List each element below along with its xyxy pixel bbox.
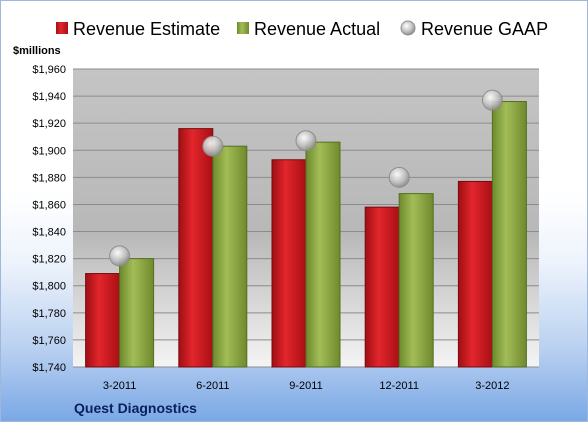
company-name: Quest Diagnostics — [74, 400, 197, 416]
legend-label-estimate: Revenue Estimate — [73, 19, 220, 39]
x-tick-label: 3-2012 — [475, 380, 509, 392]
y-tick-label: $1,800 — [32, 281, 66, 293]
y-tick-label: $1,860 — [32, 199, 66, 211]
bar-revenue-estimate — [85, 273, 121, 368]
y-axis-unit-label: $millions — [13, 45, 61, 57]
bars — [85, 101, 527, 368]
x-axis-ticks: 3-2011 6-2011 9-2011 12-2011 3-2012 — [103, 380, 510, 392]
marker-revenue-gaap — [109, 245, 131, 267]
bar-revenue-actual — [491, 101, 527, 368]
y-tick-label: $1,900 — [32, 145, 66, 157]
bar-revenue-estimate — [271, 159, 307, 368]
y-tick-label: $1,740 — [32, 362, 66, 374]
y-tick-label: $1,880 — [32, 172, 66, 184]
marker-revenue-gaap — [202, 135, 224, 157]
marker-revenue-gaap — [388, 166, 410, 188]
legend-marker-gaap — [400, 20, 416, 36]
legend-swatch-estimate — [56, 22, 68, 34]
bar-revenue-actual — [119, 258, 155, 368]
gaap-markers — [109, 89, 503, 267]
bar-revenue-actual — [398, 193, 434, 368]
y-tick-label: $1,920 — [32, 118, 66, 130]
y-tick-label: $1,940 — [32, 91, 66, 103]
y-axis-ticks: $1,740 $1,760 $1,780 $1,800 $1,820 $1,840 $1,8… — [32, 64, 66, 374]
x-tick-label: 9-2011 — [289, 380, 322, 392]
bar-revenue-actual — [305, 141, 341, 368]
bar-revenue-estimate — [457, 180, 493, 368]
legend-label-gaap: Revenue GAAP — [421, 19, 548, 39]
bar-revenue-estimate — [178, 128, 214, 368]
legend-swatch-actual — [237, 22, 249, 34]
x-tick-label: 6-2011 — [196, 380, 229, 392]
y-tick-label: $1,760 — [32, 335, 66, 347]
y-tick-label: $1,780 — [32, 308, 66, 320]
bar-revenue-estimate — [364, 206, 400, 368]
bar-revenue-actual — [212, 145, 248, 368]
y-tick-label: $1,820 — [32, 254, 66, 266]
y-tick-label: $1,840 — [32, 227, 66, 239]
marker-revenue-gaap — [481, 89, 503, 111]
marker-revenue-gaap — [295, 130, 317, 152]
legend-label-actual: Revenue Actual — [254, 19, 380, 39]
x-tick-label: 3-2011 — [103, 380, 136, 392]
legend: Revenue Estimate Revenue Actual Revenue … — [56, 19, 548, 39]
y-tick-label: $1,960 — [32, 64, 66, 76]
x-tick-label: 12-2011 — [379, 380, 419, 392]
